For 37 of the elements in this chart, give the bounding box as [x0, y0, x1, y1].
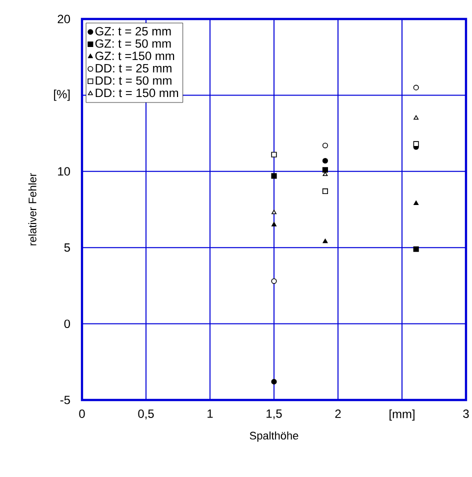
- point: [413, 84, 419, 90]
- y-tick-label: -5: [60, 396, 70, 404]
- legend-label: GZ: t =150 mm: [95, 52, 174, 60]
- x-tick-label: 3: [463, 410, 469, 418]
- point: [271, 152, 277, 158]
- point: [322, 158, 328, 164]
- point: [271, 278, 277, 284]
- x-tick-label: 1: [208, 410, 213, 418]
- point: [322, 188, 328, 194]
- point: [322, 238, 328, 244]
- point: [272, 222, 276, 226]
- x-tick-label: 0: [79, 410, 85, 418]
- point: [413, 246, 419, 252]
- legend-label: GZ: t = 50 mm: [95, 39, 171, 48]
- point: [413, 141, 419, 147]
- y-tick-label: 10: [58, 167, 70, 176]
- point: [271, 173, 277, 179]
- x-tick-label: 2: [335, 410, 341, 418]
- point: [272, 210, 276, 214]
- point: [322, 167, 328, 173]
- y-axis-title: relativer Fehler: [28, 173, 36, 246]
- legend-label: GZ: t = 25 mm: [95, 26, 171, 36]
- y-tick-label: [%]: [54, 90, 70, 101]
- y-tick-label: 0: [64, 320, 70, 328]
- point: [322, 142, 328, 148]
- y-tick-label: 5: [64, 243, 70, 252]
- y-tick-label: 20: [58, 14, 70, 24]
- point: [414, 200, 419, 205]
- legend-label: DD: t = 150 mm: [96, 88, 178, 98]
- legend-label: DD: t = 50 mm: [96, 76, 172, 85]
- x-tick-label: [mm]: [390, 410, 414, 421]
- x-tick-label: 0,5: [138, 410, 154, 420]
- point: [414, 115, 419, 120]
- point: [271, 378, 277, 384]
- x-tick-label: 1,5: [266, 410, 282, 420]
- legend-label: DD: t = 25 mm: [96, 64, 172, 72]
- x-axis-title: Spalthöhe: [250, 432, 298, 442]
